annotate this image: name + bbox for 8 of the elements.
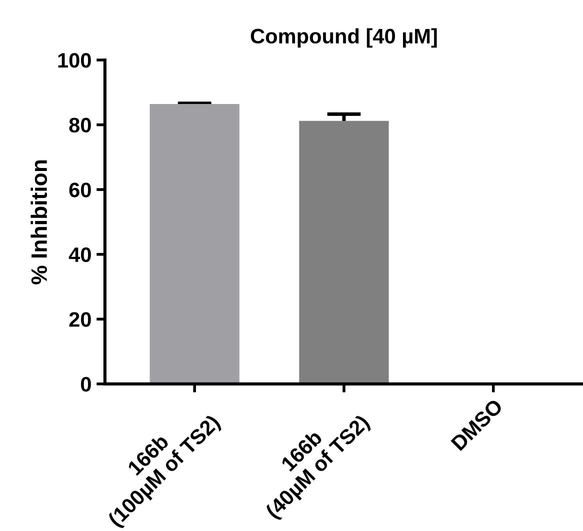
y-tick-label: 40 (68, 247, 91, 262)
chart-title: Compound [40 µM] (250, 28, 437, 48)
y-tick-label: 100 (58, 53, 91, 68)
y-tick-label: 60 (69, 182, 91, 198)
y-axis-title: % Inhibition (30, 160, 48, 284)
y-tick-label: 80 (69, 118, 91, 133)
y-tick-label: 20 (69, 312, 91, 327)
y-tick-label: 0 (80, 376, 91, 392)
